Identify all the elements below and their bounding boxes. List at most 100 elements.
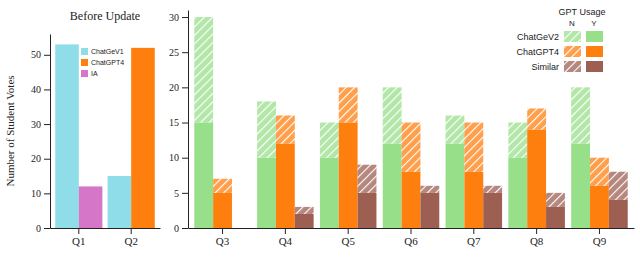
bar-segment-hatched [383, 87, 402, 143]
x-tick-mark [131, 228, 132, 234]
y-tick-label: 25 [169, 47, 179, 58]
legend-swatch [564, 61, 581, 72]
bar-segment-hatched [339, 87, 358, 122]
bar-segment-hatched [194, 17, 213, 122]
bar-segment-hatched [527, 108, 546, 129]
y-axis: 0 5 10 15 20 25 30 [169, 11, 189, 234]
chart-title: Before Update [70, 9, 140, 23]
x-axis: Q3Q4Q5Q6Q7Q8Q9 [189, 228, 635, 247]
x-tick-mark [348, 228, 349, 234]
y-tick-mark [182, 193, 188, 194]
legend-swatch [586, 46, 603, 57]
x-tick-mark [222, 228, 223, 234]
y-tick-mark [44, 124, 50, 125]
legend-swatch [81, 70, 88, 77]
legend: ChatGeV1ChatGPT4IA [81, 48, 124, 77]
bar-segment [546, 207, 565, 228]
x-tick: Q1 [72, 228, 85, 247]
bar-segment [508, 158, 527, 228]
x-tick-label: Q7 [467, 235, 481, 247]
y-tick: 10 [169, 152, 188, 163]
legend-column-label: N [569, 19, 575, 28]
x-tick-label: Q3 [216, 235, 230, 247]
legend-label: IA [91, 70, 98, 77]
bar-segment-hatched [213, 179, 232, 193]
x-tick-label: Q5 [341, 235, 355, 247]
x-tick-label: Q2 [124, 235, 137, 247]
bar [108, 176, 132, 228]
legend-swatch [586, 31, 603, 42]
y-tick-label: 0 [36, 223, 41, 234]
y-tick-mark [44, 89, 50, 90]
plot-marks [55, 44, 155, 228]
bar-segment-hatched [609, 172, 628, 200]
y-tick-label: 15 [169, 117, 179, 128]
y-tick: 30 [169, 12, 188, 23]
y-tick-mark [44, 55, 50, 56]
legend: GPT UsageNYChatGeV2ChatGPT4Similar [516, 7, 605, 72]
panel: 051015202530Q3Q4Q5Q6Q7Q8Q9GPT UsageNYCha… [169, 7, 635, 247]
y-tick-mark [182, 158, 188, 159]
y-tick-label: 10 [169, 152, 179, 163]
bar-segment-hatched [358, 165, 377, 193]
y-tick: 5 [174, 188, 188, 199]
bar-segment-hatched [446, 115, 465, 143]
x-tick: Q7 [467, 228, 481, 247]
bar [79, 186, 103, 228]
y-tick: 0 [36, 223, 50, 234]
legend-label: ChatGPT4 [91, 59, 124, 66]
x-axis: Q1 Q2 [51, 228, 161, 247]
legend-column-label: Y [591, 19, 597, 28]
x-tick-mark [599, 228, 600, 234]
bar-segment-hatched [590, 158, 609, 186]
chart-root: 01020304050Q1Q2Before UpdateNumber of St… [0, 0, 640, 268]
bar-segment [257, 158, 276, 228]
y-tick: 0 [174, 223, 188, 234]
x-tick: Q2 [124, 228, 137, 247]
bar-segment [590, 186, 609, 228]
bar-segment-hatched [571, 87, 590, 143]
legend-label: ChatGeV2 [517, 32, 559, 42]
bar-segment-hatched [257, 101, 276, 157]
x-tick: Q9 [593, 228, 607, 247]
bar-segment [527, 130, 546, 228]
y-tick-label: 0 [174, 223, 179, 234]
y-axis-line [188, 11, 189, 229]
y-tick: 25 [169, 47, 188, 58]
x-tick: Q5 [341, 228, 355, 247]
y-tick-label: 20 [31, 153, 41, 164]
x-tick-label: Q1 [72, 235, 85, 247]
bar-segment [609, 200, 628, 228]
x-tick-mark [78, 228, 79, 234]
y-axis: 01020304050 [31, 35, 51, 234]
y-tick: 20 [169, 82, 188, 93]
bar-segment [213, 193, 232, 228]
x-tick-label: Q9 [593, 235, 607, 247]
x-tick: Q3 [216, 228, 230, 247]
bar-segment [295, 214, 314, 228]
bar-segment [276, 144, 295, 228]
y-tick-label: 50 [31, 49, 41, 60]
x-tick-mark [411, 228, 412, 234]
x-tick-label: Q6 [404, 235, 418, 247]
legend-swatch [586, 61, 603, 72]
y-tick-label: 30 [169, 12, 179, 23]
y-tick: 50 [31, 49, 50, 60]
y-tick-mark [44, 228, 50, 229]
bar-segment-hatched [508, 123, 527, 158]
x-tick-label: Q8 [530, 235, 544, 247]
y-tick-mark [182, 123, 188, 124]
y-tick-mark [44, 159, 50, 160]
bar-segment-hatched [276, 115, 295, 143]
legend-swatch [564, 46, 581, 57]
bar-segment [420, 193, 439, 228]
panel: 01020304050Q1Q2Before UpdateNumber of St… [4, 9, 161, 247]
legend-label: Similar [531, 62, 559, 72]
bar-segment [483, 193, 502, 228]
y-tick: 40 [31, 84, 50, 95]
x-tick-mark [473, 228, 474, 234]
bar [55, 44, 79, 228]
x-tick-mark [285, 228, 286, 234]
y-tick: 10 [31, 188, 50, 199]
x-tick: Q6 [404, 228, 418, 247]
